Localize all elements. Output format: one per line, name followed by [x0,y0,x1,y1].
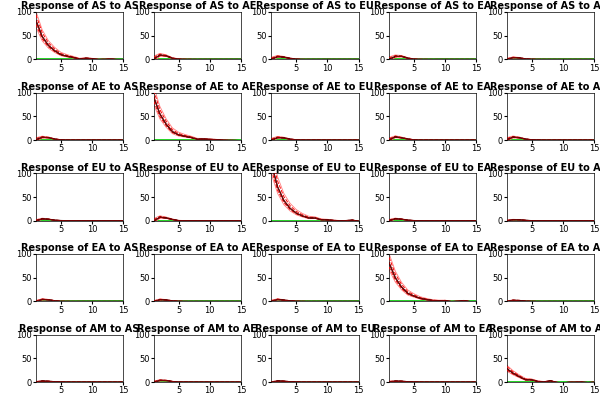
Title: Response of AE to EA: Response of AE to EA [374,82,491,92]
Title: Response of EU to AM: Response of EU to AM [490,162,600,172]
Title: Response of AM to EA: Response of AM to EA [373,324,493,334]
Title: Response of AS to EU: Response of AS to EU [256,1,374,11]
Title: Response of EA to EA: Response of EA to EA [374,243,491,253]
Title: Response of AM to AE: Response of AM to AE [137,324,257,334]
Title: Response of AS to AS: Response of AS to AS [20,1,139,11]
Title: Response of AE to AE: Response of AE to AE [139,82,256,92]
Title: Response of EA to AE: Response of EA to AE [139,243,256,253]
Title: Response of EU to EU: Response of EU to EU [256,162,374,172]
Title: Response of AM to AS: Response of AM to AS [19,324,140,334]
Title: Response of AM to EU: Response of AM to EU [255,324,375,334]
Title: Response of EA to AS: Response of EA to AS [21,243,138,253]
Title: Response of EA to EU: Response of EA to EU [256,243,374,253]
Title: Response of AS to AM: Response of AS to AM [490,1,600,11]
Title: Response of AM to AM: Response of AM to AM [489,324,600,334]
Title: Response of EU to EA: Response of EU to EA [374,162,491,172]
Title: Response of EA to AM: Response of EA to AM [490,243,600,253]
Title: Response of AE to EU: Response of AE to EU [256,82,374,92]
Title: Response of EU to AS: Response of EU to AS [21,162,139,172]
Title: Response of AS to EA: Response of AS to EA [374,1,491,11]
Title: Response of AS to AE: Response of AS to AE [139,1,256,11]
Title: Response of EU to AE: Response of EU to AE [139,162,256,172]
Title: Response of AE to AM: Response of AE to AM [490,82,600,92]
Title: Response of AE to AS: Response of AE to AS [21,82,138,92]
